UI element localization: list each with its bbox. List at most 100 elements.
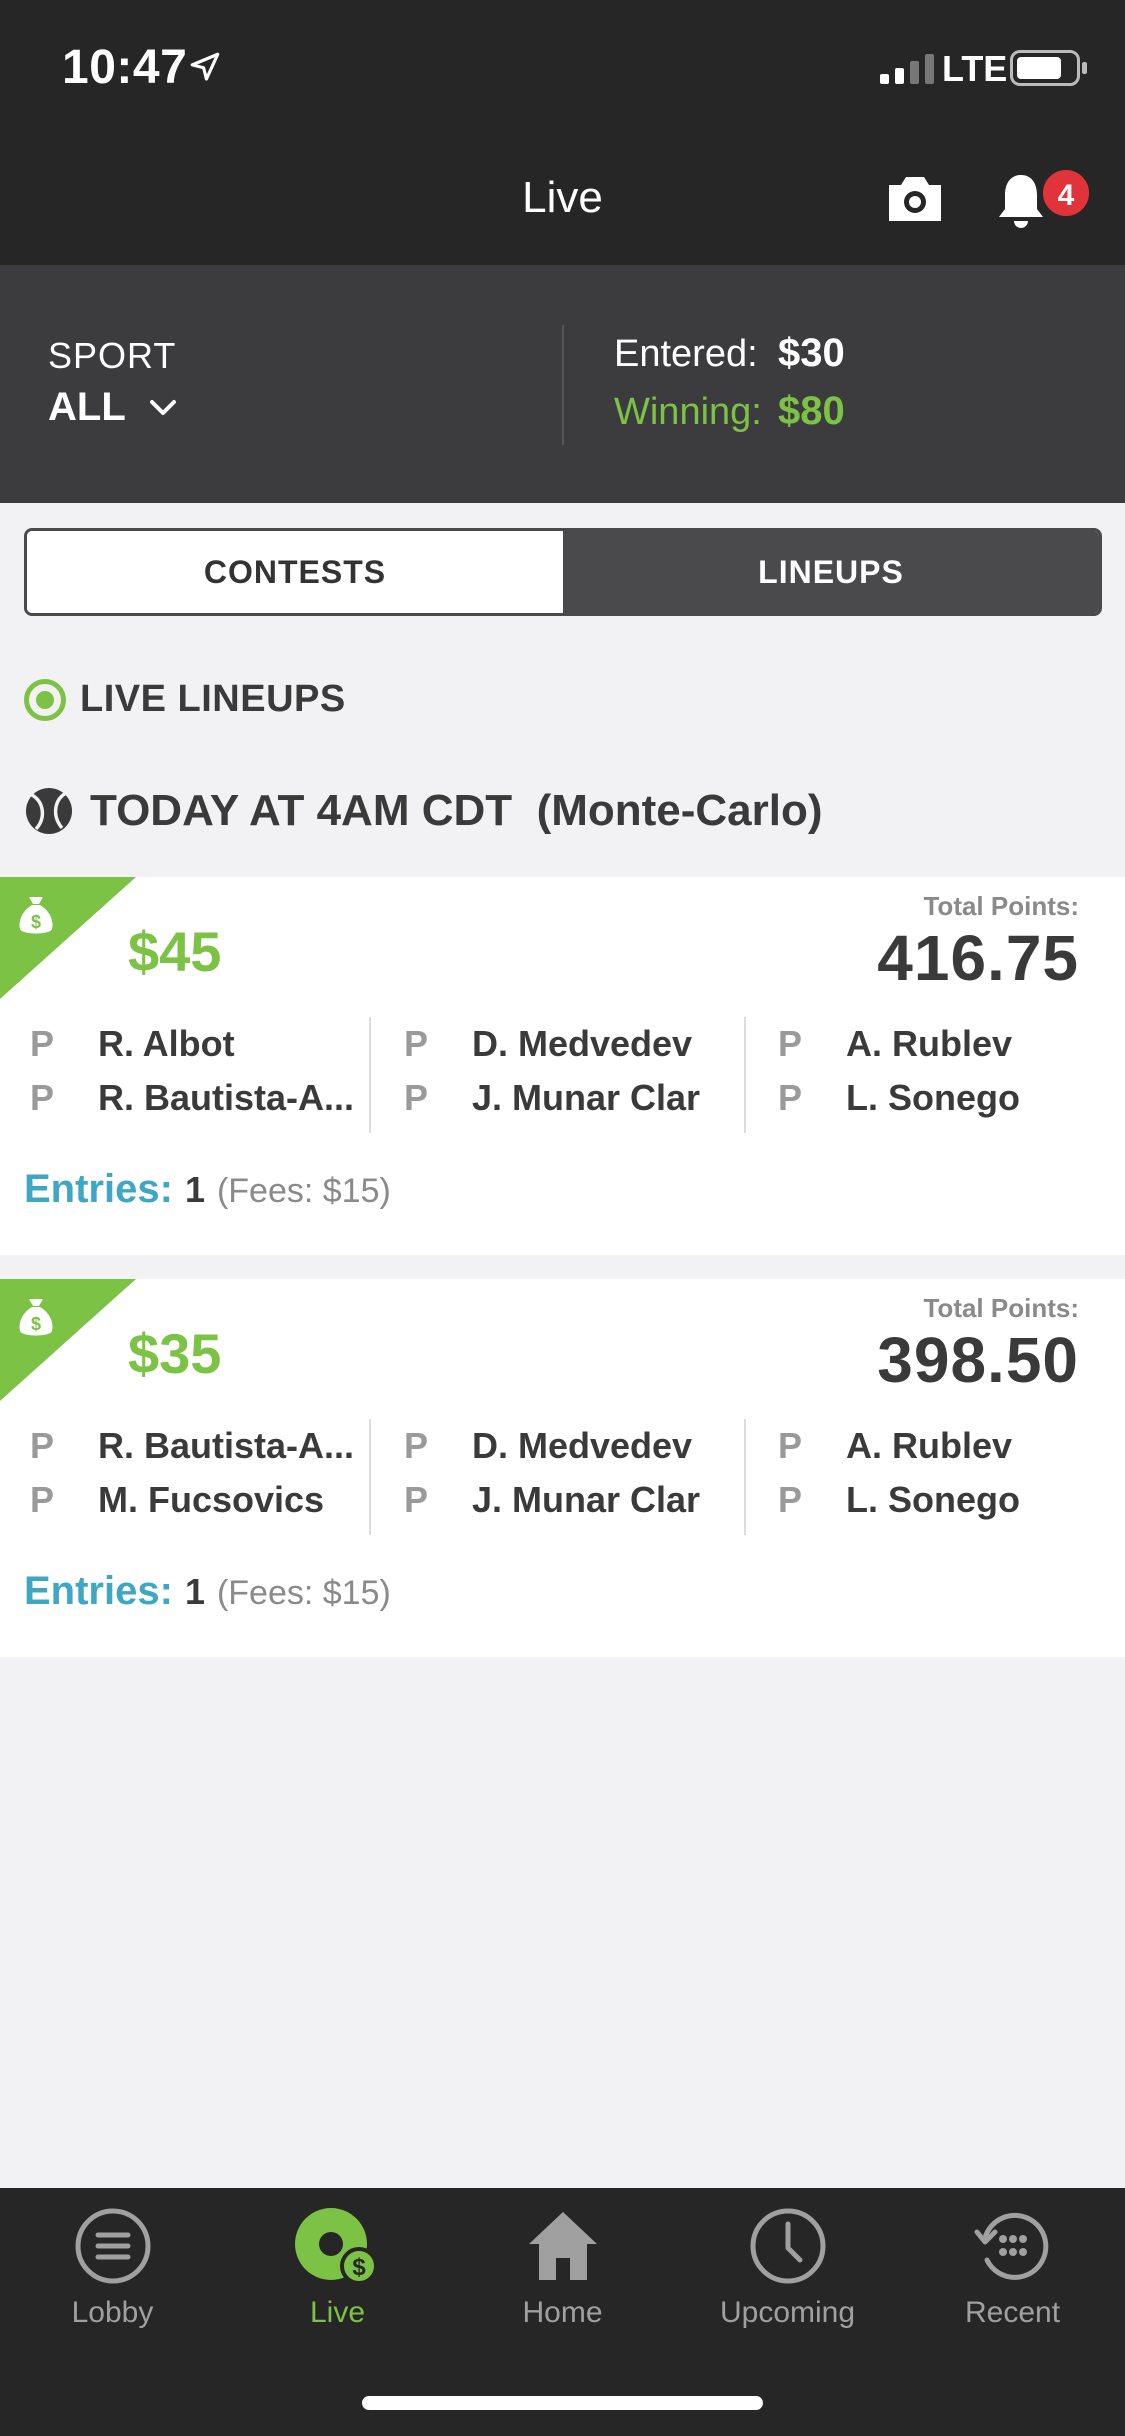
tennis-ball-icon (26, 788, 72, 834)
tab-label: Upcoming (719, 2296, 856, 2329)
player-name: R. Bautista-A... (98, 1077, 355, 1118)
history-icon (974, 2212, 1048, 2280)
sport-label: SPORT (48, 335, 177, 376)
clock-icon (750, 2208, 825, 2284)
player-name: J. Munar Clar (472, 1077, 701, 1118)
nav-bar: Live 4 (0, 135, 1125, 265)
live-lineups-header: LIVE LINEUPS (24, 678, 346, 721)
player-name: J. Munar Clar (472, 1479, 701, 1520)
entries-count: 1 (184, 1571, 205, 1612)
camera-icon[interactable] (885, 171, 945, 225)
lineup-card[interactable]: $ $45 Total Points: 416.75 P R. Albot P R.… (0, 877, 1125, 1255)
player-column: P R. Bautista-A... P M. Fucsovics (30, 1419, 370, 1535)
live-indicator-icon (24, 678, 66, 721)
chevron-down-icon (149, 399, 176, 415)
status-bar: 10:47 LTE (0, 0, 1125, 135)
tab-lineups[interactable]: LINEUPS (563, 531, 1099, 613)
player-position: P (778, 1425, 803, 1466)
tab-label: Live (309, 2296, 366, 2329)
player-column: P A. Rublev P L. Sonego (778, 1017, 1098, 1133)
tab-contests[interactable]: CONTESTS (27, 531, 563, 613)
lineup-card[interactable]: $ $35 Total Points: 398.50 P R. Bautista-… (0, 1279, 1125, 1657)
tab-live[interactable]: $ Live (225, 2206, 450, 2356)
player-position: P (778, 1479, 803, 1520)
player-row: P M. Fucsovics (30, 1473, 370, 1527)
menu-circle-icon (75, 2208, 150, 2284)
tab-recent[interactable]: Recent (900, 2206, 1125, 2356)
player-column: P A. Rublev P L. Sonego (778, 1419, 1098, 1535)
column-divider (744, 1017, 746, 1133)
segmented-control: CONTESTS LINEUPS (24, 528, 1102, 616)
player-column: P D. Medvedev P J. Munar Clar (404, 1419, 744, 1535)
player-name: A. Rublev (846, 1023, 1013, 1064)
player-position: P (30, 1023, 55, 1064)
player-row: P L. Sonego (778, 1071, 1098, 1125)
player-row: P R. Bautista-A... (30, 1419, 370, 1473)
column-divider (744, 1419, 746, 1535)
live-money-icon: $ (294, 2208, 378, 2285)
player-name: D. Medvedev (472, 1425, 693, 1466)
entered-value: $30 (778, 331, 845, 375)
location-arrow-icon (190, 52, 220, 81)
player-position: P (404, 1425, 429, 1466)
entries-row: Entries: 1 (Fees: $15) (24, 1569, 391, 1614)
svg-text:$: $ (352, 2254, 366, 2281)
player-row: P J. Munar Clar (404, 1473, 744, 1527)
network-type: LTE (942, 48, 1008, 89)
player-row: P L. Sonego (778, 1473, 1098, 1527)
player-row: P D. Medvedev (404, 1419, 744, 1473)
player-name: L. Sonego (846, 1479, 1020, 1520)
winning-value: $80 (778, 389, 845, 433)
player-position: P (404, 1077, 429, 1118)
signal-icon (880, 54, 934, 84)
tab-label: Recent (964, 2296, 1061, 2329)
prize-amount: $35 (128, 1322, 222, 1385)
player-position: P (778, 1023, 803, 1064)
winning-label: Winning: (614, 391, 762, 433)
player-position: P (404, 1479, 429, 1520)
column-divider (369, 1017, 371, 1133)
player-row: P A. Rublev (778, 1017, 1098, 1071)
entries-label: Entries: (24, 1167, 173, 1211)
player-name: L. Sonego (846, 1077, 1020, 1118)
money-bag-icon: $ (19, 1299, 53, 1336)
player-grid: P R. Albot P R. Bautista-A... P D. Medvedev… (0, 1017, 1125, 1133)
player-name: R. Bautista-A... (98, 1425, 355, 1466)
prize-corner (0, 1279, 136, 1401)
prize-amount: $45 (128, 920, 222, 983)
event-title: TODAY AT 4AM CDT (Monte-Carlo) (90, 786, 823, 835)
home-indicator[interactable] (362, 2396, 763, 2410)
total-points-label: Total Points: (923, 1293, 1079, 1323)
tab-upcoming[interactable]: Upcoming (675, 2206, 900, 2356)
total-points-value: 416.75 (877, 922, 1079, 994)
entries-fees: (Fees: $15) (216, 1574, 391, 1612)
player-name: M. Fucsovics (98, 1479, 325, 1520)
player-position: P (404, 1023, 429, 1064)
battery-icon (1010, 50, 1087, 86)
section-title: LIVE LINEUPS (80, 678, 346, 720)
player-row: P A. Rublev (778, 1419, 1098, 1473)
entries-fees: (Fees: $15) (216, 1172, 391, 1210)
summary-divider (562, 325, 564, 445)
player-position: P (30, 1425, 55, 1466)
player-position: P (778, 1077, 803, 1118)
player-row: P R. Bautista-A... (30, 1071, 370, 1125)
entered-label: Entered: (614, 333, 758, 375)
player-column: P R. Albot P R. Bautista-A... (30, 1017, 370, 1133)
status-time: 10:47 (62, 41, 188, 94)
page-title: Live (522, 173, 603, 222)
bottom-tab-bar: Lobby $ Live Home Upcoming Recent (0, 2188, 1125, 2436)
player-grid: P R. Bautista-A... P M. Fucsovics P D. Medv… (0, 1419, 1125, 1535)
player-row: P J. Munar Clar (404, 1071, 744, 1125)
event-header: TODAY AT 4AM CDT (Monte-Carlo) (24, 786, 823, 836)
sport-value: ALL (48, 385, 126, 429)
sport-dropdown[interactable]: ALL (48, 385, 178, 430)
notification-badge[interactable]: 4 (1040, 167, 1092, 219)
tab-lobby[interactable]: Lobby (0, 2206, 225, 2356)
svg-text:$: $ (31, 912, 41, 932)
summary-bar: SPORT ALL Entered: $30 Winning: $80 (0, 265, 1125, 503)
total-points-label: Total Points: (923, 891, 1079, 921)
tab-home[interactable]: Home (450, 2206, 675, 2356)
bell-icon[interactable] (996, 171, 1046, 231)
player-column: P D. Medvedev P J. Munar Clar (404, 1017, 744, 1133)
